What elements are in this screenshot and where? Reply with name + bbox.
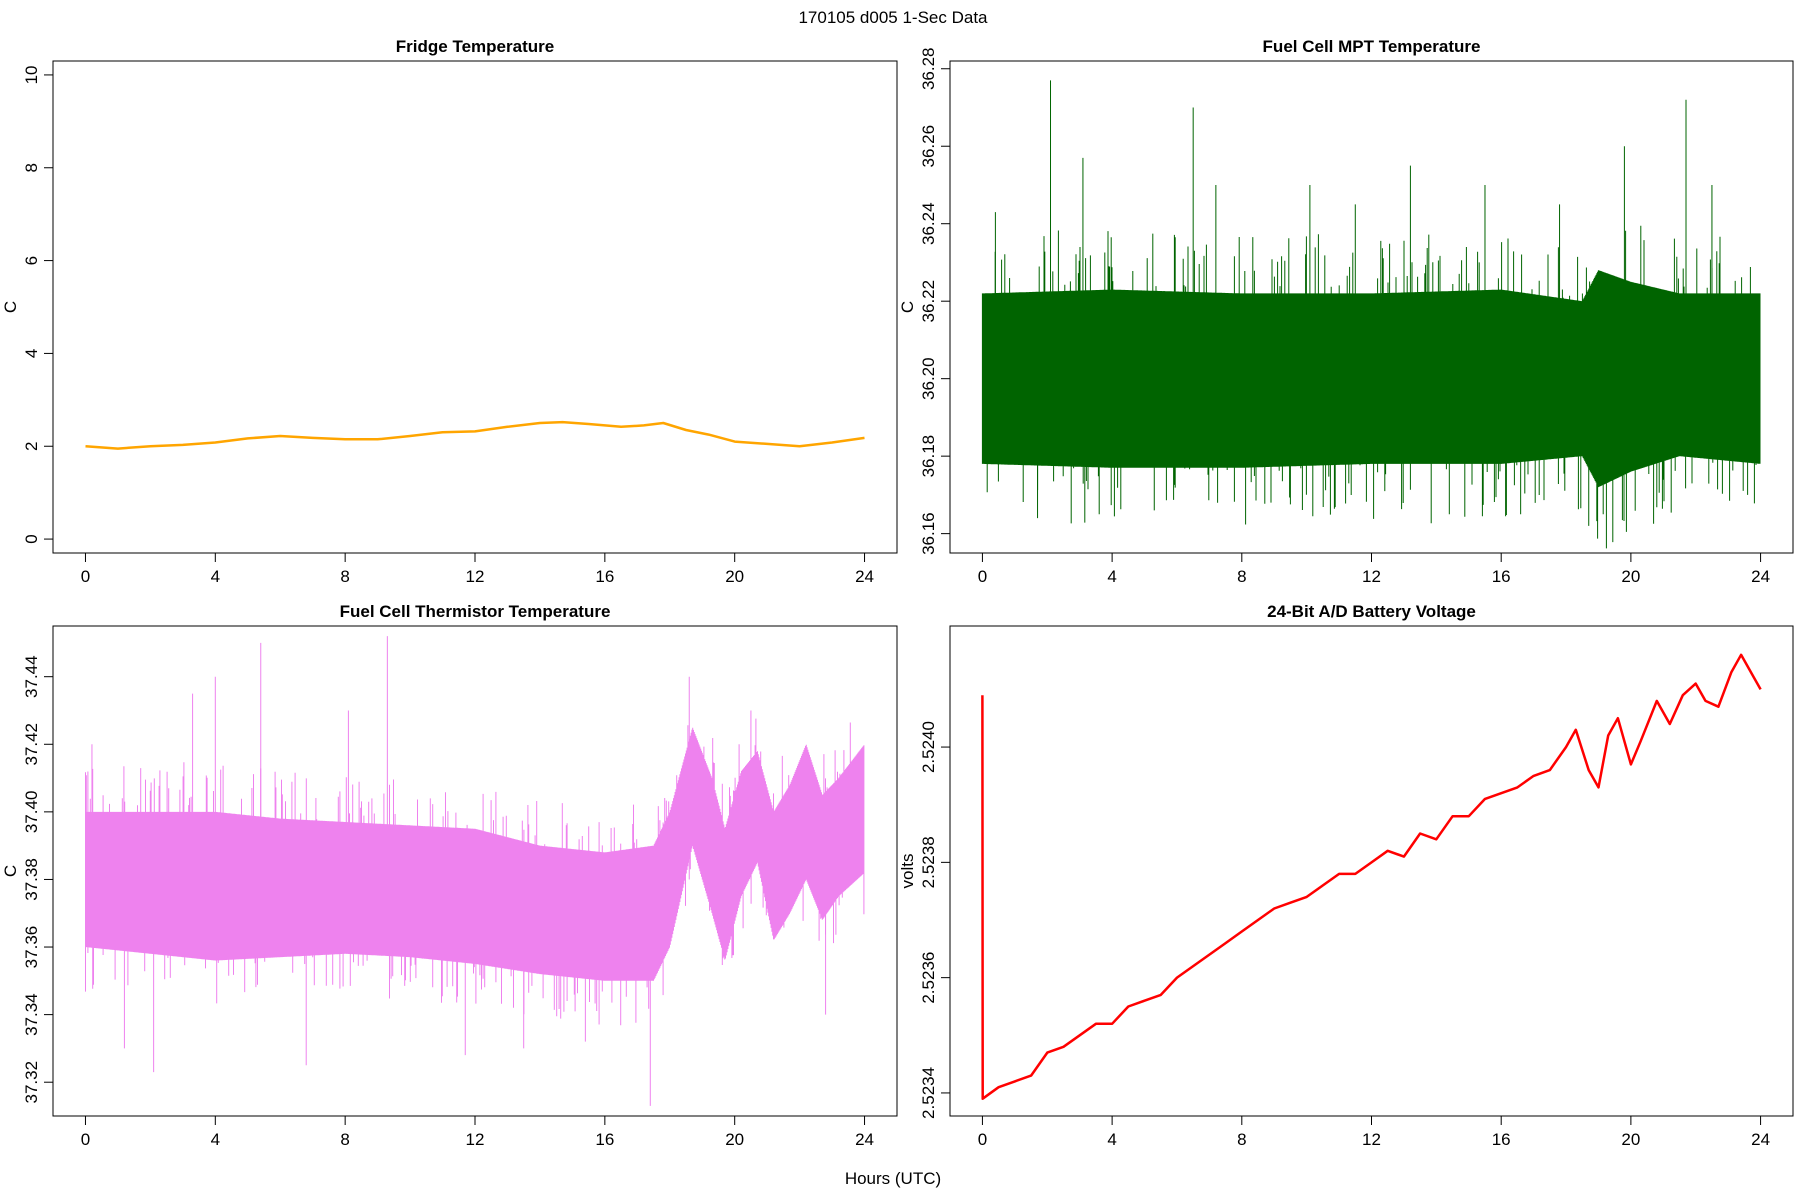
panel-title: Fridge Temperature [396, 37, 554, 56]
y-tick-label: 37.40 [22, 791, 41, 834]
x-tick-label: 24 [1751, 567, 1770, 586]
x-tick-label: 8 [340, 1130, 349, 1149]
y-tick-label: 2.5238 [919, 836, 938, 888]
chart-panel-2: Fuel Cell MPT Temperature 0 4 8 12 16 20 24 36.1… [898, 37, 1794, 586]
y-tick-label: 4 [22, 349, 41, 358]
y-tick-label: 36.18 [919, 435, 938, 478]
y-axis-label: C [1, 865, 20, 877]
y-tick-label: 36.28 [919, 47, 938, 90]
x-tick-label: 24 [855, 1130, 874, 1149]
x-tick-label: 8 [1237, 1130, 1246, 1149]
x-tick-label: 0 [81, 567, 90, 586]
y-tick-label: 36.22 [919, 280, 938, 323]
y-tick-label: 37.42 [22, 723, 41, 766]
chart-panel-4: 24-Bit A/D Battery Voltage 0 4 8 12 16 20 24 2.5… [898, 602, 1794, 1149]
y-tick-label: 8 [22, 163, 41, 172]
x-tick-label: 20 [1621, 1130, 1640, 1149]
y-tick-label: 6 [22, 256, 41, 265]
x-tick-label: 4 [1107, 1130, 1116, 1149]
y-tick-label: 37.34 [22, 993, 41, 1036]
panel-title: Fuel Cell MPT Temperature [1263, 37, 1481, 56]
x-tick-label: 12 [1362, 567, 1381, 586]
x-tick-label: 4 [211, 567, 220, 586]
panel-title: Fuel Cell Thermistor Temperature [340, 602, 611, 621]
panel-title: 24-Bit A/D Battery Voltage [1267, 602, 1476, 621]
y-tick-label: 0 [22, 534, 41, 543]
y-tick-label: 2 [22, 442, 41, 451]
y-tick-label: 10 [22, 65, 41, 84]
y-tick-label: 37.32 [22, 1061, 41, 1104]
x-tick-label: 12 [466, 567, 485, 586]
y-tick-label: 2.5234 [919, 1067, 938, 1119]
data-line [981, 653, 1762, 1100]
x-tick-label: 4 [1107, 567, 1116, 586]
x-tick-label: 0 [978, 1130, 987, 1149]
x-tick-label: 16 [1492, 1130, 1511, 1149]
figure-xlabel: Hours (UTC) [845, 1169, 941, 1188]
x-tick-label: 20 [725, 567, 744, 586]
x-tick-label: 16 [595, 567, 614, 586]
x-tick-label: 20 [1621, 567, 1640, 586]
x-tick-label: 4 [211, 1130, 220, 1149]
y-tick-label: 37.38 [22, 858, 41, 901]
y-tick-label: 37.44 [22, 655, 41, 698]
y-tick-label: 37.36 [22, 926, 41, 969]
x-tick-label: 8 [1237, 567, 1246, 586]
y-tick-label: 2.5236 [919, 952, 938, 1004]
plot-frame [52, 60, 898, 554]
x-tick-label: 12 [1362, 1130, 1381, 1149]
x-tick-label: 16 [1492, 567, 1511, 586]
y-tick-label: 2.5240 [919, 721, 938, 773]
data-band [85, 718, 865, 1026]
y-tick-label: 36.16 [919, 512, 938, 555]
y-tick-label: 36.26 [919, 125, 938, 168]
chart-panel-3: Fuel Cell Thermistor Temperature 0 4 8 12 16 2… [1, 602, 898, 1149]
x-tick-label: 24 [1751, 1130, 1770, 1149]
data-line [85, 420, 865, 450]
x-tick-label: 0 [81, 1130, 90, 1149]
x-tick-label: 0 [978, 567, 987, 586]
plot-frame [949, 625, 1794, 1117]
x-tick-label: 12 [466, 1130, 485, 1149]
x-tick-label: 8 [340, 567, 349, 586]
x-tick-label: 24 [855, 567, 874, 586]
data-band [981, 225, 1761, 549]
y-axis-label: C [898, 301, 917, 313]
x-tick-label: 20 [725, 1130, 744, 1149]
x-tick-label: 16 [595, 1130, 614, 1149]
figure-suptitle: 170105 d005 1-Sec Data [798, 8, 988, 27]
y-tick-label: 36.24 [919, 202, 938, 245]
y-axis-label: volts [898, 854, 917, 889]
y-tick-label: 36.20 [919, 357, 938, 400]
y-axis-label: C [1, 301, 20, 313]
